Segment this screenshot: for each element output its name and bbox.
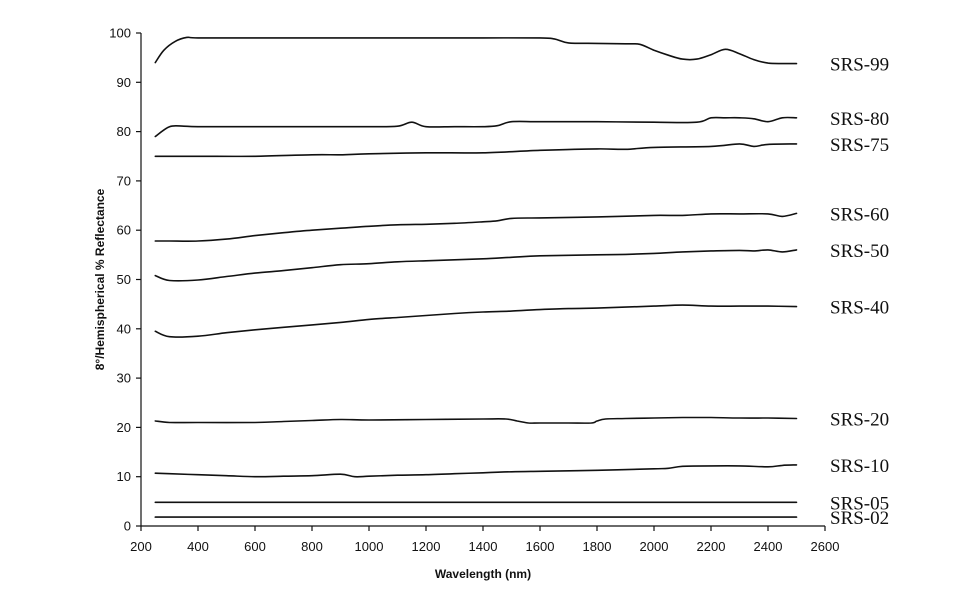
x-tick-label: 1600: [526, 539, 555, 554]
x-tick-label: 1200: [412, 539, 441, 554]
series-label-srs-10: SRS-10: [830, 456, 889, 477]
x-axis-title: Wavelength (nm): [435, 567, 531, 581]
series-label-srs-75: SRS-75: [830, 135, 889, 156]
series-labels: SRS-99 SRS-80 SRS-75 SRS-60 SRS-50 SRS-40 SRS-…: [830, 55, 889, 530]
series-label-srs-05: SRS-05: [830, 493, 889, 514]
x-tick-label: 1000: [355, 539, 384, 554]
x-tick-label: 1800: [583, 539, 612, 554]
x-tick-label: 2400: [754, 539, 783, 554]
series-label-srs-50: SRS-50: [830, 241, 889, 262]
series-label-srs-40: SRS-40: [830, 298, 889, 319]
x-tick-label: 600: [244, 539, 266, 554]
series-line-srs-50: [154, 249, 798, 282]
y-tick-label: 90: [117, 75, 131, 90]
series-line-srs-75: [154, 143, 798, 158]
x-tick-label: 1400: [469, 539, 498, 554]
y-tick-label: 30: [117, 371, 131, 386]
y-tick-label: 40: [117, 321, 131, 336]
y-tick-label: 10: [117, 469, 131, 484]
y-tick-label: 0: [124, 519, 131, 534]
series-line-srs-40: [154, 304, 798, 338]
x-axis-ticks: 200 400 600 800 1000 1200 1400 1600 1800 2000 2200…: [130, 526, 839, 554]
y-axis-title: 8°/Hemispherical % Reflectance: [93, 188, 107, 370]
x-tick-label: 2000: [640, 539, 669, 554]
series-label-srs-80: SRS-80: [830, 109, 889, 130]
y-tick-label: 70: [117, 173, 131, 188]
series-line-srs-99: [154, 36, 798, 65]
x-tick-label: 2200: [697, 539, 726, 554]
x-tick-label: 2600: [811, 539, 840, 554]
series-label-srs-99: SRS-99: [830, 55, 889, 76]
y-tick-label: 100: [109, 26, 131, 41]
series-line-srs-80: [154, 116, 798, 138]
series-line-srs-10: [154, 464, 798, 478]
y-tick-label: 20: [117, 420, 131, 435]
series-label-srs-02: SRS-02: [830, 508, 889, 529]
series-line-srs-60: [154, 212, 798, 242]
x-tick-label: 400: [187, 539, 209, 554]
series-line-srs-20: [154, 416, 798, 424]
y-tick-label: 60: [117, 223, 131, 238]
y-tick-label: 50: [117, 272, 131, 287]
y-tick-label: 80: [117, 124, 131, 139]
x-tick-label: 200: [130, 539, 152, 554]
series-lines: [154, 36, 798, 518]
x-tick-label: 800: [301, 539, 323, 554]
chart-axes: [140, 33, 825, 527]
series-label-srs-20: SRS-20: [830, 410, 889, 431]
y-axis-ticks: 0 10 20 30 40 50 60 70 80 90 100: [109, 26, 141, 534]
series-label-srs-60: SRS-60: [830, 204, 889, 225]
